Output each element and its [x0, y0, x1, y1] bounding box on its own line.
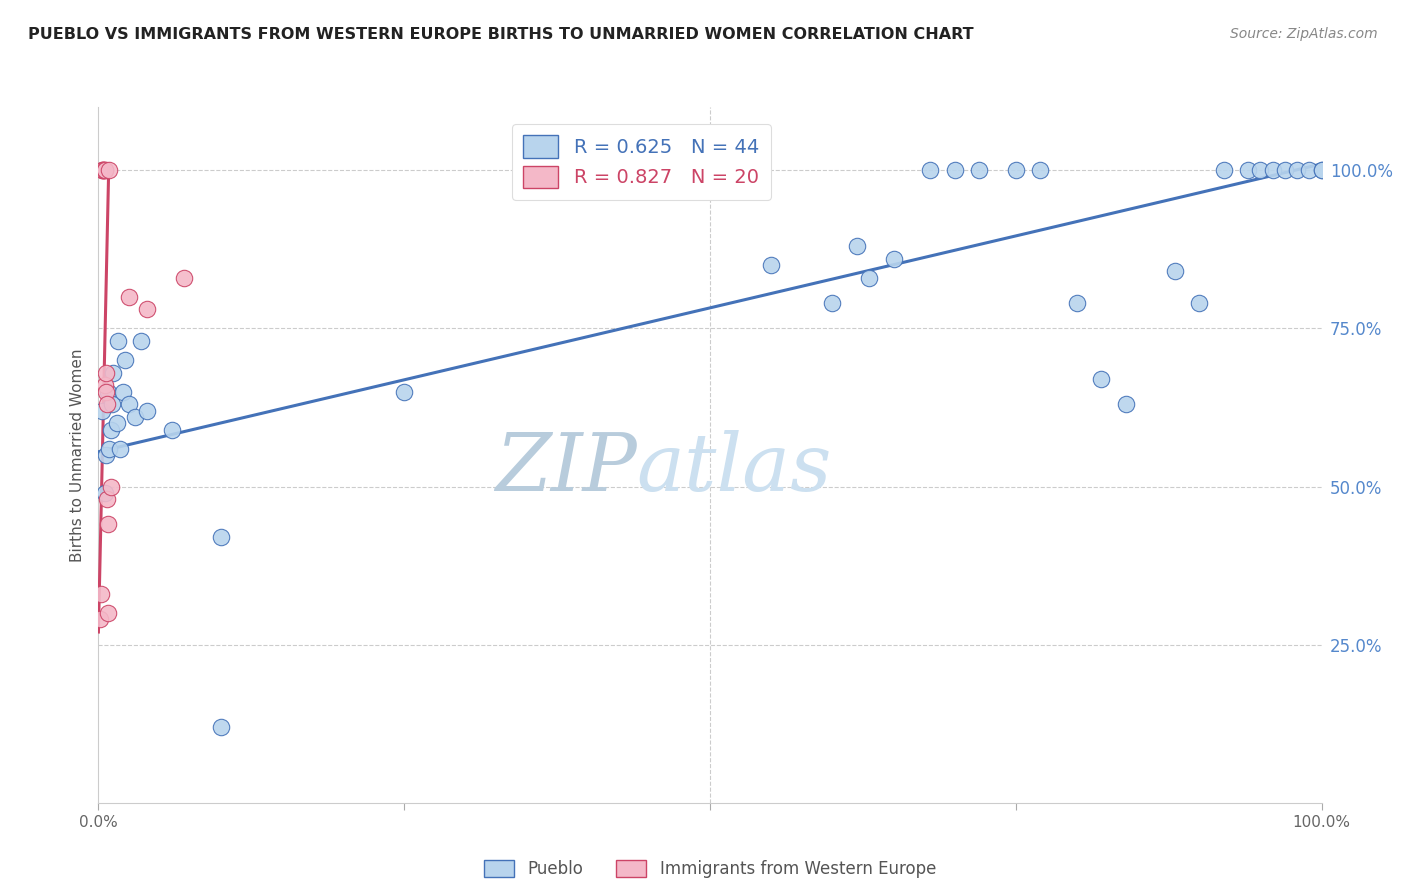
- Point: [91, 163, 114, 178]
- Point: [845, 239, 868, 253]
- Point: [124, 409, 146, 424]
- Point: [93, 486, 115, 500]
- Point: [93, 378, 115, 392]
- Point: [392, 384, 416, 399]
- Point: [105, 417, 128, 431]
- Point: [100, 479, 122, 493]
- Point: [97, 517, 120, 532]
- Point: [1029, 163, 1052, 178]
- Point: [160, 423, 183, 437]
- Point: [1237, 163, 1260, 178]
- Point: [761, 258, 783, 272]
- Point: [858, 270, 880, 285]
- Point: [93, 163, 115, 178]
- Text: Source: ZipAtlas.com: Source: ZipAtlas.com: [1230, 27, 1378, 41]
- Text: atlas: atlas: [637, 430, 832, 508]
- Point: [1249, 163, 1271, 178]
- Point: [118, 397, 141, 411]
- Point: [93, 163, 115, 178]
- Point: [136, 403, 159, 417]
- Point: [1286, 163, 1309, 178]
- Point: [1310, 163, 1333, 178]
- Point: [101, 366, 124, 380]
- Point: [96, 492, 118, 507]
- Point: [129, 334, 152, 348]
- Point: [1066, 296, 1088, 310]
- Point: [94, 366, 117, 380]
- Point: [91, 163, 114, 178]
- Point: [91, 163, 114, 178]
- Point: [98, 442, 121, 456]
- Point: [1274, 163, 1296, 178]
- Point: [118, 290, 141, 304]
- Point: [90, 587, 112, 601]
- Point: [1212, 163, 1234, 178]
- Point: [91, 403, 114, 417]
- Point: [1298, 163, 1320, 178]
- Legend: Pueblo, Immigrants from Western Europe: Pueblo, Immigrants from Western Europe: [477, 854, 943, 885]
- Point: [111, 384, 134, 399]
- Point: [101, 397, 124, 411]
- Point: [1090, 372, 1112, 386]
- Point: [821, 296, 844, 310]
- Point: [96, 397, 118, 411]
- Point: [114, 353, 136, 368]
- Point: [94, 448, 117, 462]
- Point: [1164, 264, 1187, 278]
- Point: [209, 720, 232, 734]
- Point: [173, 270, 195, 285]
- Point: [1310, 163, 1333, 178]
- Point: [89, 612, 111, 626]
- Text: PUEBLO VS IMMIGRANTS FROM WESTERN EUROPE BIRTHS TO UNMARRIED WOMEN CORRELATION C: PUEBLO VS IMMIGRANTS FROM WESTERN EUROPE…: [28, 27, 974, 42]
- Point: [209, 530, 232, 544]
- Point: [100, 423, 122, 437]
- Point: [883, 252, 905, 266]
- Point: [91, 163, 114, 178]
- Point: [1188, 296, 1211, 310]
- Y-axis label: Births to Unmarried Women: Births to Unmarried Women: [69, 348, 84, 562]
- Point: [97, 384, 120, 399]
- Point: [1261, 163, 1284, 178]
- Point: [94, 384, 117, 399]
- Text: ZIP: ZIP: [495, 430, 637, 508]
- Point: [98, 163, 121, 178]
- Point: [97, 606, 120, 620]
- Point: [967, 163, 990, 178]
- Point: [1115, 397, 1137, 411]
- Point: [943, 163, 966, 178]
- Point: [110, 442, 132, 456]
- Point: [136, 302, 159, 317]
- Point: [920, 163, 942, 178]
- Point: [107, 334, 129, 348]
- Point: [1004, 163, 1026, 178]
